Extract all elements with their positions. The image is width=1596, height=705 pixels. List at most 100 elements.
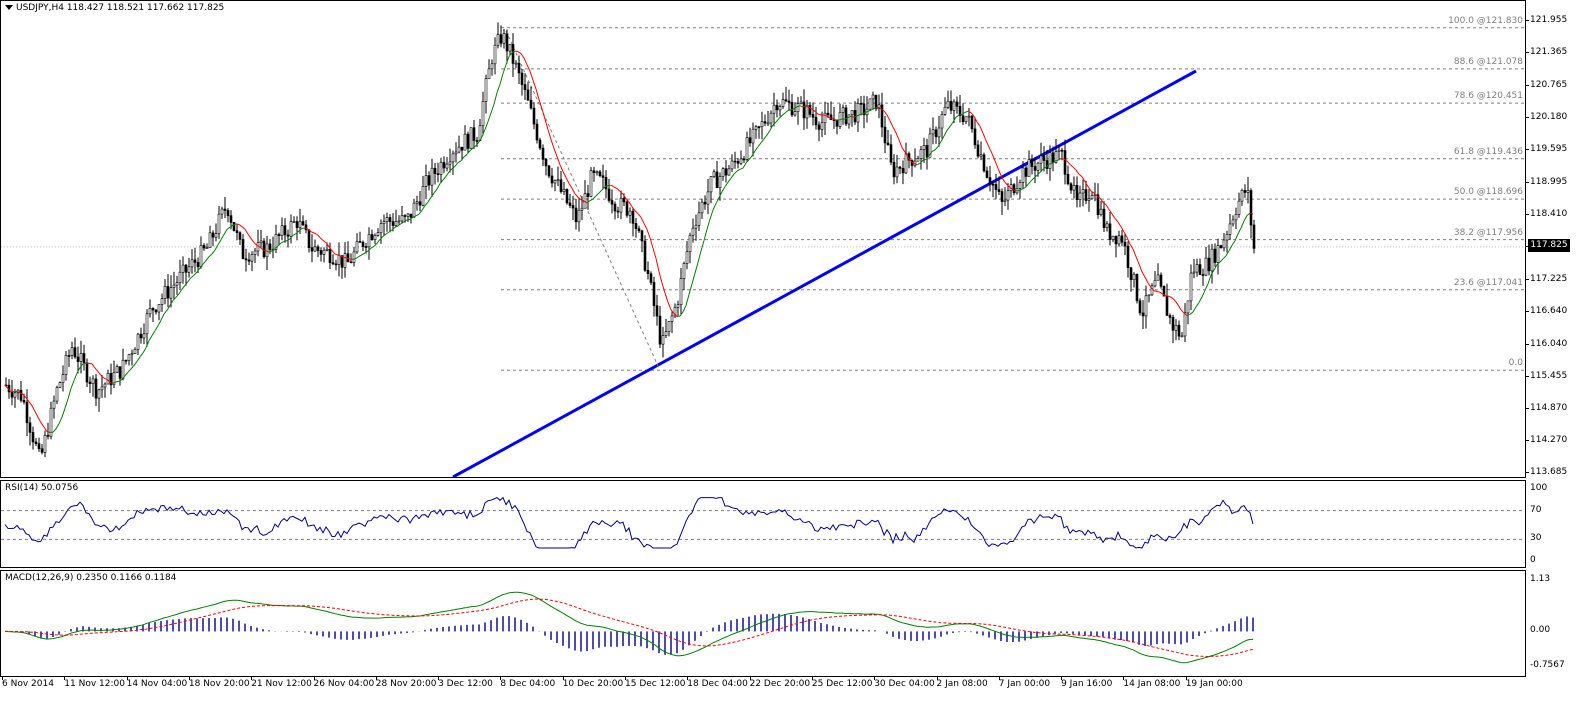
moving-average-segment — [1210, 269, 1215, 276]
price-axis-label: 115.455 — [1530, 370, 1568, 381]
moving-average-segment — [1156, 291, 1161, 293]
candlestick — [1231, 215, 1235, 227]
candlestick — [529, 86, 533, 110]
moving-average-segment — [859, 113, 864, 115]
moving-average-segment — [1132, 248, 1137, 257]
bear-candle-body — [1168, 315, 1172, 318]
candlestick — [166, 274, 170, 308]
bear-candle-body — [232, 222, 236, 231]
bull-candle-body — [145, 313, 149, 335]
bear-candle-body — [529, 99, 533, 109]
candlestick — [541, 144, 545, 167]
moving-average-segment — [1018, 188, 1023, 192]
bear-candle-body — [934, 129, 938, 138]
bear-candle-body — [1219, 245, 1223, 249]
bear-candle-body — [622, 197, 626, 203]
bull-candle-body — [469, 127, 473, 149]
moving-average-segment — [805, 106, 810, 108]
bull-candle-body — [1111, 235, 1115, 240]
moving-average-segment — [1006, 184, 1011, 188]
moving-average-segment — [970, 112, 975, 117]
bear-candle-body — [802, 101, 806, 119]
moving-average-segment — [658, 271, 663, 283]
candlestick — [445, 157, 449, 172]
candlestick — [193, 247, 197, 273]
moving-average-segment — [724, 182, 729, 188]
bull-candle-body — [964, 116, 968, 123]
bull-candle-body — [199, 245, 203, 267]
candlestick — [1063, 139, 1067, 185]
price-chart-pane[interactable]: USDJPY,H4 118.427 118.521 117.662 117.82… — [0, 0, 1526, 478]
rsi-axis: 100 70 30 0 — [1526, 480, 1596, 568]
bear-candle-body — [610, 200, 614, 205]
bull-candle-body — [877, 104, 881, 110]
price-axis-label: 120.765 — [1530, 79, 1568, 90]
bear-candle-body — [586, 193, 590, 197]
candlestick — [250, 251, 254, 272]
bull-candle-body — [745, 137, 749, 160]
bull-candle-body — [1117, 235, 1121, 245]
candlestick — [598, 169, 602, 178]
candlestick — [1186, 300, 1190, 325]
bear-candle-body — [328, 248, 332, 264]
candlestick — [652, 276, 656, 317]
dropdown-triangle-icon[interactable] — [5, 5, 13, 10]
bull-candle-body — [130, 353, 134, 356]
candlestick — [46, 422, 50, 440]
bear-candle-body — [898, 166, 902, 169]
moving-average-segment — [1249, 212, 1254, 215]
candlestick — [16, 389, 20, 400]
candlestick — [514, 60, 518, 69]
moving-average-segment — [952, 116, 957, 123]
moving-average-segment — [1150, 287, 1155, 292]
moving-average-segment — [1063, 158, 1068, 162]
bear-candle-body — [403, 215, 407, 217]
moving-average-segment — [631, 206, 636, 211]
candlestick — [1204, 247, 1208, 277]
moving-average-segment — [52, 428, 57, 433]
bear-candle-body — [973, 128, 977, 146]
bear-candle-body — [310, 247, 314, 252]
rsi-pane[interactable]: RSI(14) 50.0756 — [0, 480, 1526, 568]
moving-average-segment — [1084, 181, 1089, 187]
time-axis-tick — [126, 677, 128, 680]
candlestick — [115, 364, 119, 374]
moving-average-segment — [445, 171, 450, 177]
candlestick — [838, 103, 842, 129]
bear-candle-body — [82, 353, 86, 364]
moving-average-segment — [964, 110, 969, 113]
time-axis[interactable]: 6 Nov 2014 11 Nov 12:00 14 Nov 04:00 18 Nov… — [0, 677, 1526, 705]
candlestick — [769, 110, 773, 128]
candlestick — [94, 373, 98, 407]
bear-candle-body — [193, 259, 197, 263]
moving-average-segment — [940, 135, 945, 142]
bear-candle-body — [655, 305, 659, 317]
bull-candle-body — [1183, 312, 1187, 337]
bear-candle-body — [532, 107, 536, 125]
moving-average-segment — [274, 245, 279, 249]
candlestick — [277, 232, 281, 246]
macd-pane[interactable]: MACD(12,26,9) 0.2350 0.1166 0.1184 — [0, 570, 1526, 677]
bear-candle-body — [73, 347, 77, 358]
moving-average-segment — [1105, 204, 1110, 210]
macd-canvas[interactable] — [1, 571, 1525, 676]
candlestick — [58, 381, 62, 389]
candlestick — [118, 366, 122, 386]
bull-candle-body — [1099, 208, 1103, 215]
candlestick — [343, 242, 347, 278]
moving-average-segment — [37, 416, 42, 423]
bull-candle-body — [112, 372, 116, 386]
bear-candle-body — [886, 142, 890, 145]
bull-candle-body — [178, 271, 182, 283]
price-chart-canvas[interactable] — [1, 1, 1525, 477]
bear-candle-body — [640, 230, 644, 242]
rsi-axis-label: 0 — [1530, 555, 1536, 565]
bull-candle-body — [694, 224, 698, 229]
moving-average-segment — [721, 186, 726, 192]
candlestick — [1057, 145, 1061, 161]
rsi-canvas[interactable] — [1, 481, 1525, 567]
moving-average-segment — [70, 380, 75, 389]
candlestick — [448, 148, 452, 173]
bull-candle-body — [562, 188, 566, 192]
candlestick — [1183, 303, 1187, 342]
